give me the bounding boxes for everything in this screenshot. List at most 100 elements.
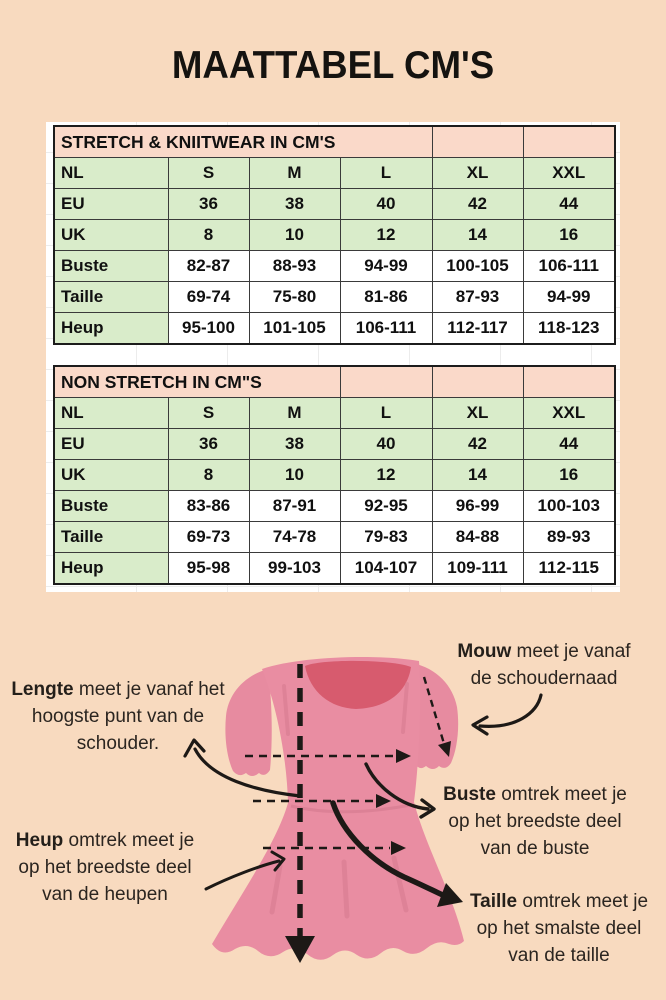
value-cell: 112-117 — [431, 312, 524, 345]
value-cell: 42 — [431, 428, 524, 460]
row-label-cell: Taille — [53, 521, 169, 553]
table-title-empty-cell — [431, 125, 524, 158]
value-cell: 92-95 — [339, 490, 433, 522]
value-cell: 96-99 — [431, 490, 524, 522]
table-row: Heup 95-100 101-105 106-111 112-117 118-123 — [53, 312, 616, 345]
value-cell: 36 — [167, 428, 250, 460]
pointer-arrows — [183, 693, 543, 907]
table-row: Taille 69-73 74-78 79-83 84-88 89-93 — [53, 521, 616, 553]
value-cell: 104-107 — [339, 552, 433, 585]
waist-arrowhead — [376, 794, 391, 808]
heup-pointer-arrow — [204, 859, 281, 891]
value-cell: 88-93 — [248, 250, 341, 282]
buste-arrow-tip — [419, 798, 436, 819]
value-cell: S — [167, 157, 250, 189]
value-cell: 12 — [339, 219, 433, 251]
value-cell: 101-105 — [248, 312, 341, 345]
stretch-knitwear-table: STRETCH & KNIITWEAR IN CM'S NL S M L XL XXL EU 3… — [53, 125, 616, 345]
value-cell: 8 — [167, 219, 250, 251]
table-row: Buste 82-87 88-93 94-99 100-105 106-111 — [53, 250, 616, 282]
table-row: Taille 69-74 75-80 81-86 87-93 94-99 — [53, 281, 616, 313]
value-cell: 100-105 — [431, 250, 524, 282]
note-taille: Taille omtrek meet je op het smalste dee… — [458, 888, 660, 969]
note-line: schouder. — [76, 733, 160, 754]
value-cell: 44 — [522, 188, 616, 220]
value-cell: 40 — [339, 188, 433, 220]
row-label-cell: Heup — [53, 552, 169, 585]
value-cell: 95-98 — [167, 552, 250, 585]
note-line: Heup omtrek meet je — [15, 830, 195, 851]
value-cell: 81-86 — [339, 281, 433, 313]
note-term: Taille — [469, 891, 518, 912]
row-label-cell: NL — [53, 157, 169, 189]
table-row: Buste 83-86 87-91 92-95 96-99 100-103 — [53, 490, 616, 522]
dress-left-sleeve — [225, 669, 272, 776]
value-cell: 44 — [522, 428, 616, 460]
table-title-empty-cell — [522, 125, 616, 158]
note-lengte: Lengte meet je vanaf het hoogste punt va… — [2, 676, 234, 757]
value-cell: 100-103 — [522, 490, 616, 522]
value-cell: XL — [431, 157, 524, 189]
hip-arrowhead — [391, 841, 406, 855]
value-cell: 99-103 — [248, 552, 341, 585]
value-cell: M — [248, 397, 341, 429]
table-row: UK 8 10 12 14 16 — [53, 459, 616, 491]
row-label-cell: UK — [53, 459, 169, 491]
note-term: Mouw — [457, 641, 512, 662]
row-label-cell: UK — [53, 219, 169, 251]
value-cell: M — [248, 157, 341, 189]
value-cell: 36 — [167, 188, 250, 220]
row-label-cell: EU — [53, 188, 169, 220]
value-cell: 14 — [431, 459, 524, 491]
value-cell: 83-86 — [167, 490, 250, 522]
note-term: Buste — [443, 784, 496, 805]
measurement-lines — [245, 664, 451, 963]
note-line: van de buste — [480, 838, 590, 859]
note-line: Mouw meet je vanaf — [457, 641, 631, 662]
note-line: Lengte meet je vanaf het — [11, 679, 225, 700]
dress-fabric-folds — [269, 682, 409, 919]
taille-arrow-tip — [437, 883, 463, 907]
lengte-arrow-tip — [183, 738, 206, 758]
value-cell: 38 — [248, 428, 341, 460]
value-cell: 82-87 — [167, 250, 250, 282]
lengte-pointer-arrow — [193, 747, 302, 798]
value-cell: L — [339, 397, 433, 429]
value-cell: 79-83 — [339, 521, 433, 553]
measurement-diagram — [183, 657, 543, 963]
table-row: NL S M L XL XXL — [53, 397, 616, 429]
value-cell: 106-111 — [522, 250, 616, 282]
value-cell: 109-111 — [431, 552, 524, 585]
value-cell: 95-100 — [167, 312, 250, 345]
table-title-cell: STRETCH & KNIITWEAR IN CM'S — [53, 125, 433, 158]
table-row: NL S M L XL XXL — [53, 157, 616, 189]
value-cell: XL — [431, 397, 524, 429]
row-label-cell: EU — [53, 428, 169, 460]
note-line: de schoudernaad — [470, 668, 618, 689]
row-label-cell: Heup — [53, 312, 169, 345]
value-cell: 84-88 — [431, 521, 524, 553]
row-label-cell: Taille — [53, 281, 169, 313]
size-chart-sheet: STRETCH & KNIITWEAR IN CM'S NL S M L XL XXL EU 3… — [46, 122, 620, 592]
value-cell: 16 — [522, 459, 616, 491]
note-line: van de heupen — [42, 884, 168, 905]
value-cell: 69-74 — [167, 281, 250, 313]
row-label-cell: NL — [53, 397, 169, 429]
page-title: MAATTABEL CM'S — [171, 44, 495, 87]
sleeve-arrowhead — [438, 741, 451, 757]
note-line: hoogste punt van de — [31, 706, 205, 727]
note-line: van de taille — [508, 945, 610, 966]
note-line: op het breedste deel — [448, 811, 622, 832]
value-cell: 89-93 — [522, 521, 616, 553]
value-cell: 118-123 — [522, 312, 616, 345]
value-cell: 74-78 — [248, 521, 341, 553]
value-cell: 42 — [431, 188, 524, 220]
table-row: UK 8 10 12 14 16 — [53, 219, 616, 251]
sleeve-measure-line — [422, 676, 447, 748]
value-cell: 75-80 — [248, 281, 341, 313]
note-line: Buste omtrek meet je — [443, 784, 627, 805]
table-title-empty-cell — [522, 365, 616, 398]
mouw-arrow-tip — [471, 715, 489, 736]
value-cell: 16 — [522, 219, 616, 251]
